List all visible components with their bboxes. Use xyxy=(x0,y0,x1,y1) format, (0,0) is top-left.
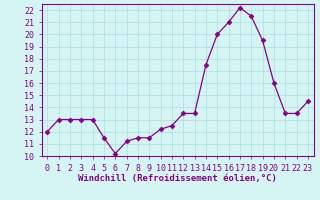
X-axis label: Windchill (Refroidissement éolien,°C): Windchill (Refroidissement éolien,°C) xyxy=(78,174,277,183)
